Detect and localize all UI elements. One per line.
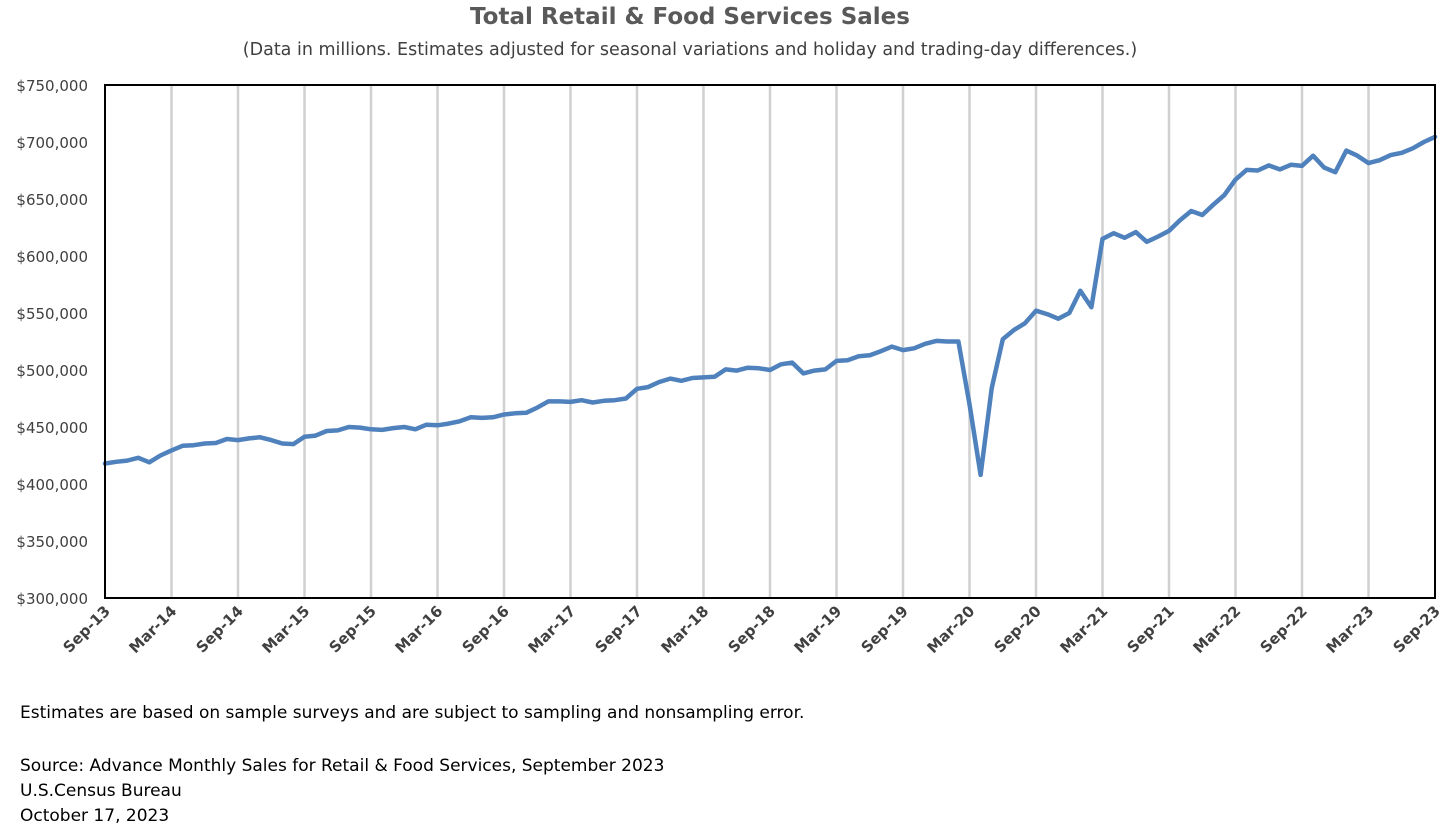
y-tick-label: $400,000 bbox=[16, 476, 88, 494]
footnote-sampling: Estimates are based on sample surveys an… bbox=[20, 703, 805, 723]
x-tick-label: Sep-20 bbox=[991, 602, 1045, 656]
y-tick-label: $550,000 bbox=[16, 305, 88, 323]
x-axis-ticks: Sep-13 Mar-14 Sep-14 Mar-15 Sep-15 Mar-16 Sep-… bbox=[60, 602, 1444, 657]
y-axis-ticks: $300,000 $350,000 $400,000 $450,000 $500,000… bbox=[16, 77, 88, 608]
x-tick-label: Mar-21 bbox=[1056, 602, 1111, 657]
x-tick-label: Sep-16 bbox=[459, 602, 513, 656]
x-tick-label: Mar-17 bbox=[524, 602, 579, 657]
y-tick-label: $650,000 bbox=[16, 191, 88, 209]
x-tick-label: Mar-20 bbox=[923, 602, 978, 657]
y-tick-label: $500,000 bbox=[16, 362, 88, 380]
line-chart: $300,000 $350,000 $400,000 $450,000 $500,000… bbox=[16, 77, 1444, 657]
x-tick-label: Mar-18 bbox=[657, 602, 712, 657]
x-tick-label: Sep-21 bbox=[1124, 602, 1178, 656]
x-tick-label: Sep-18 bbox=[725, 602, 779, 656]
source-line: Source: Advance Monthly Sales for Retail… bbox=[20, 756, 665, 776]
y-tick-label: $600,000 bbox=[16, 248, 88, 266]
y-tick-label: $700,000 bbox=[16, 134, 88, 152]
x-tick-label: Mar-16 bbox=[391, 602, 446, 657]
x-tick-label: Sep-22 bbox=[1257, 602, 1311, 656]
series-layer bbox=[102, 134, 1438, 478]
x-tick-label: Mar-22 bbox=[1189, 602, 1244, 657]
x-tick-label: Sep-19 bbox=[858, 602, 912, 656]
plot-area-frame bbox=[104, 84, 1436, 599]
x-tick-label: Sep-14 bbox=[193, 602, 247, 656]
x-tick-label: Mar-23 bbox=[1322, 602, 1377, 657]
x-tick-label: Mar-14 bbox=[125, 602, 180, 657]
y-tick-label: $300,000 bbox=[16, 590, 88, 608]
x-tick-label: Sep-13 bbox=[60, 602, 114, 656]
y-tick-label: $750,000 bbox=[16, 77, 88, 95]
x-tick-label: Sep-15 bbox=[326, 602, 380, 656]
x-tick-label: Mar-19 bbox=[790, 602, 845, 657]
gridlines bbox=[170, 85, 1370, 598]
source-date: October 17, 2023 bbox=[20, 806, 170, 826]
y-tick-label: $350,000 bbox=[16, 533, 88, 551]
source-agency: U.S.Census Bureau bbox=[20, 781, 182, 801]
x-tick-label: Sep-23 bbox=[1390, 602, 1444, 656]
chart-subtitle: (Data in millions. Estimates adjusted fo… bbox=[242, 40, 1138, 60]
x-tick-label: Mar-15 bbox=[258, 602, 313, 657]
chart-title: Total Retail & Food Services Sales bbox=[470, 4, 910, 30]
y-tick-label: $450,000 bbox=[16, 419, 88, 437]
series-line-retail-sales bbox=[102, 134, 1438, 478]
x-tick-label: Sep-17 bbox=[592, 602, 646, 656]
